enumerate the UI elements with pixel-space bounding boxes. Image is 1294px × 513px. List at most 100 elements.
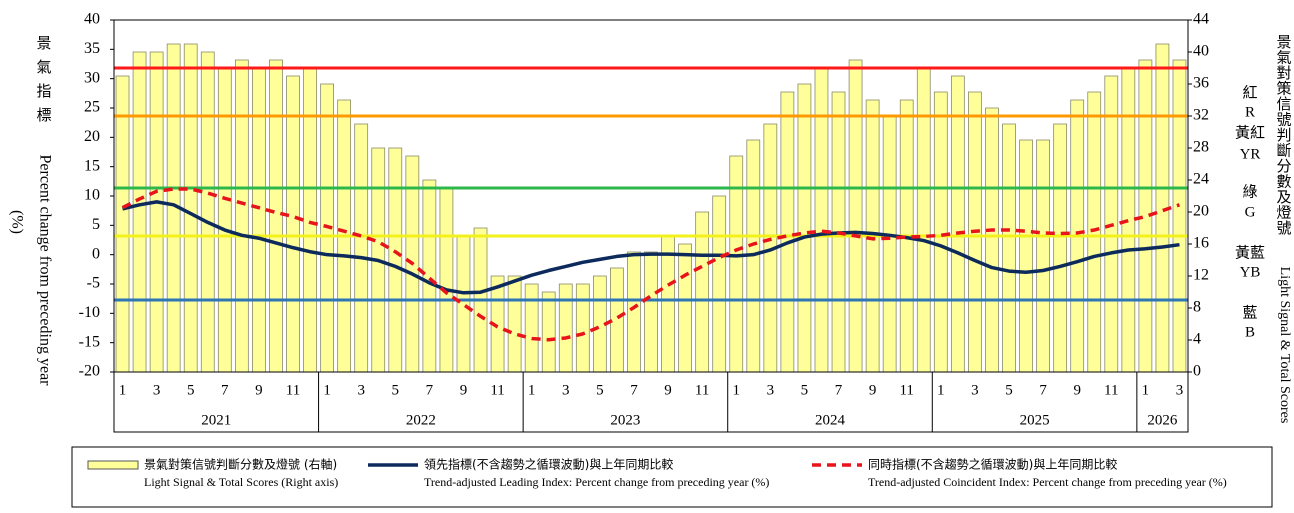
y2-axis-title-cjk: 景氣對策信號判斷分數及燈號 — [1276, 33, 1291, 237]
x-tick-label: 7 — [1039, 382, 1047, 398]
legend-label: 景氣對策信號判斷分數及燈號 (右軸) — [144, 457, 337, 472]
x-tick-label: 3 — [153, 382, 161, 398]
y-tick-label: -15 — [79, 333, 100, 350]
bar — [507, 275, 522, 373]
x-axis-frame — [113, 371, 1189, 433]
y-tick-label: 10 — [84, 187, 100, 204]
x-tick-label: 9 — [869, 382, 877, 398]
bar — [644, 251, 658, 373]
x-tick-label: 1 — [528, 382, 536, 398]
bar — [575, 283, 590, 373]
x-tick-label: 5 — [187, 382, 195, 398]
y-axis-title: Percent change from preceding year — [36, 155, 53, 387]
y2-tick-label: 0 — [1193, 363, 1201, 380]
threshold-label: 黃紅 — [1235, 124, 1265, 142]
x-tick-label: 7 — [426, 382, 434, 398]
bar — [1053, 123, 1068, 373]
bar — [303, 67, 317, 373]
bar — [422, 179, 437, 373]
x-tick-label: 11 — [1104, 382, 1118, 398]
y-tick-label: 35 — [84, 40, 100, 57]
year-label: 2022 — [406, 412, 436, 428]
x-tick-label: 3 — [562, 382, 570, 398]
y2-tick-label: 36 — [1193, 75, 1209, 92]
bar — [354, 123, 369, 373]
bar — [627, 251, 641, 373]
x-tick-label: 1 — [1142, 382, 1150, 398]
year-label: 2026 — [1147, 412, 1178, 428]
x-tick-label: 11 — [899, 382, 913, 398]
series-line — [122, 200, 1180, 295]
x-tick-label: 1 — [937, 382, 945, 398]
y2-tick-label: 24 — [1193, 171, 1209, 188]
y-tick-label: -20 — [79, 363, 100, 380]
y-tick-label: 30 — [84, 69, 100, 86]
x-tick-label: 9 — [255, 382, 263, 398]
y2-tick-label: 20 — [1193, 203, 1209, 220]
y-axis-unit: (%) — [8, 210, 25, 234]
x-tick-label: 3 — [767, 382, 775, 398]
legend-label: 領先指標(不含趨勢之循環波動)與上年同期比較 — [424, 457, 673, 472]
y-tick-label: 0 — [92, 245, 100, 262]
y2-tick-label: 16 — [1193, 235, 1209, 252]
y-tick-label: -5 — [87, 275, 100, 292]
bar — [797, 83, 812, 373]
legend-label: 同時指標(不含趨勢之循環波動)與上年同期比較 — [868, 457, 1117, 472]
bar — [780, 91, 795, 373]
bar — [388, 147, 403, 373]
bar — [950, 75, 965, 373]
y-tick-label: 25 — [84, 99, 100, 116]
x-tick-label: 9 — [664, 382, 672, 398]
bar — [1087, 91, 1102, 373]
threshold-code: YB — [1240, 264, 1261, 280]
y2-tick-label: 40 — [1193, 43, 1209, 60]
threshold-code: R — [1245, 104, 1255, 120]
y-tick-label: 15 — [84, 157, 100, 174]
threshold-code: G — [1245, 204, 1256, 220]
bar — [1036, 139, 1050, 373]
x-tick-label: 3 — [1176, 382, 1184, 398]
threshold-code: B — [1245, 324, 1255, 340]
bar — [217, 67, 232, 373]
x-tick-label: 7 — [630, 382, 638, 398]
bar — [149, 51, 164, 373]
threshold-label: 紅 — [1242, 84, 1257, 102]
x-tick-label: 5 — [1005, 382, 1013, 398]
bar — [848, 59, 863, 373]
bar — [252, 67, 266, 373]
bar — [115, 75, 130, 373]
year-label: 2025 — [1020, 412, 1050, 428]
y2-tick-label: 44 — [1193, 11, 1209, 28]
bar — [200, 51, 215, 373]
bar — [1002, 123, 1016, 373]
bar — [439, 187, 454, 373]
y-axis-title-cjk: 景氣指標 — [36, 34, 51, 124]
x-tick-label: 5 — [596, 382, 604, 398]
threshold-code: YR — [1240, 146, 1261, 162]
year-label: 2021 — [201, 412, 231, 428]
x-tick-label: 1 — [119, 382, 127, 398]
legend-box — [71, 446, 1273, 508]
y-tick-label: 40 — [84, 11, 100, 28]
legend-label-en: Trend-adjusted Leading Index: Percent ch… — [424, 475, 769, 489]
y-tick-label: 5 — [92, 216, 100, 233]
legend-label-en: Trend-adjusted Coincident Index: Percent… — [868, 475, 1227, 489]
y-tick-label: -10 — [79, 304, 100, 321]
y2-tick-label: 28 — [1193, 139, 1209, 156]
x-tick-label: 9 — [460, 382, 468, 398]
x-tick-label: 7 — [835, 382, 843, 398]
y2-tick-label: 32 — [1193, 107, 1209, 124]
x-tick-label: 7 — [221, 382, 229, 398]
bar — [1121, 67, 1136, 373]
y2-tick-label: 4 — [1193, 331, 1201, 348]
legend-swatch — [87, 460, 139, 470]
x-tick-label: 1 — [732, 382, 740, 398]
bar — [712, 195, 727, 373]
year-label: 2023 — [610, 412, 640, 428]
y-tick-label: 20 — [84, 128, 100, 145]
bar — [1019, 139, 1033, 373]
bar — [814, 67, 829, 373]
series-line — [121, 187, 1181, 342]
bar — [610, 267, 624, 373]
